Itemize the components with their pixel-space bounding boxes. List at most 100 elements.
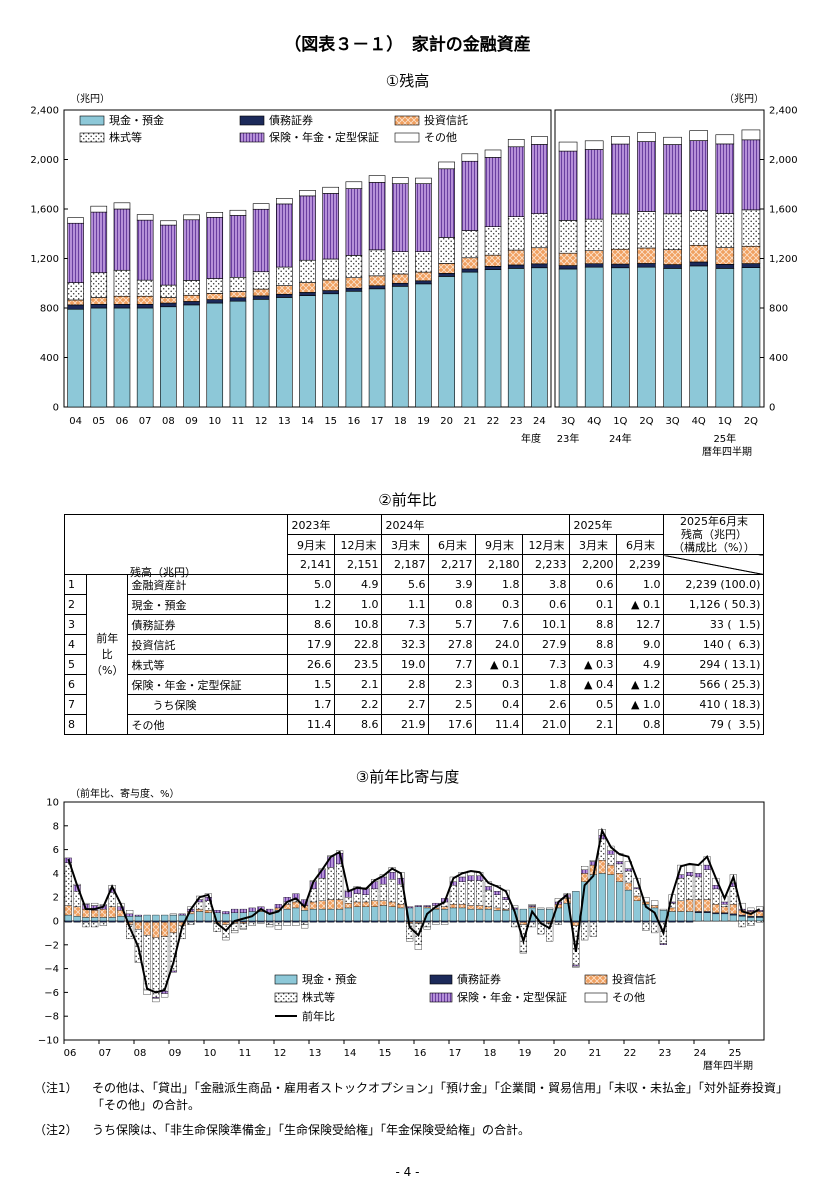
annual-x-tick: 21 <box>463 416 476 427</box>
y-tick-right: 1,600 <box>769 205 798 216</box>
legend-label-cash: 現金・預金 <box>109 113 164 127</box>
contribution-bar-insurance <box>581 869 589 874</box>
contribution-bar-equity <box>82 922 90 928</box>
contribution-bar-debt <box>624 920 632 923</box>
contribution-bar-debt <box>344 920 352 923</box>
contribution-bar-debt <box>222 920 230 923</box>
quarterly-x-tick: 4Q <box>692 416 706 427</box>
contribution-bar-cash <box>756 917 764 922</box>
annual-x-tick: 16 <box>348 416 361 427</box>
contribution-y-tick: −4 <box>44 964 59 975</box>
contribution-x-tick: 21 <box>589 1048 602 1059</box>
legend-swatch-debt <box>239 115 265 126</box>
contribution-bar-trust <box>607 864 615 875</box>
contribution-bar-other <box>572 966 580 968</box>
table-row: 5 株式等 26.6 23.5 19.0 7.7 ▲ 0.1 7.3 ▲ 0.3 4.9 294 (… <box>64 654 765 675</box>
contribution-legend-label-cash: 現金・預金 <box>302 972 357 986</box>
contribution-y-tick: 0 <box>53 917 59 928</box>
contribution-bar-equity <box>274 922 282 926</box>
contribution-bar-cash <box>283 908 291 922</box>
contribution-bar-debt <box>449 920 457 923</box>
contribution-legend-label-insurance: 保険・年金・定型保証 <box>457 990 567 1004</box>
contribution-bar-cash <box>712 913 720 922</box>
contribution-bar-debt <box>668 920 676 923</box>
contribution-bar-equity <box>423 922 431 928</box>
contribution-bar-other <box>283 922 291 926</box>
contribution-bar-equity <box>362 894 370 903</box>
contribution-y-tick: −10 <box>38 1036 59 1047</box>
annual-bar-other <box>276 198 293 205</box>
annual-bar-other <box>345 181 363 189</box>
contribution-bar-trust <box>467 905 475 910</box>
contribution-bar-equity <box>493 894 501 909</box>
contribution-bar-trust <box>581 873 589 882</box>
annual-bar-other <box>368 175 386 183</box>
contribution-x-tick: 12 <box>274 1048 287 1059</box>
contribution-bar-debt <box>143 920 151 923</box>
annual-bar-other <box>461 153 479 162</box>
quarterly-x-tick: 2Q <box>639 416 653 427</box>
contribution-bar-other <box>292 922 300 926</box>
contribution-bar-debt <box>642 920 650 923</box>
period-header: 6月末 <box>428 534 477 555</box>
contribution-bar-cash <box>458 907 466 922</box>
contribution-bar-cash <box>344 907 352 922</box>
value-cell: 2.1 <box>569 714 618 735</box>
contribution-bar-equity <box>712 888 720 905</box>
contribution-bar-trust <box>624 882 632 891</box>
contribution-bar-debt <box>633 920 641 923</box>
contribution-bar-cash <box>624 889 632 922</box>
contribution-bar-equity <box>747 920 755 926</box>
contribution-bar-other <box>406 938 414 942</box>
contribution-bar-debt <box>467 920 475 923</box>
row-label: 保険・年金・定型保証 <box>127 674 289 695</box>
contribution-bar-debt <box>616 920 624 923</box>
contribution-bar-cash <box>467 908 475 922</box>
contribution-bar-debt <box>589 920 597 923</box>
contribution-bar-other <box>659 908 667 911</box>
page-title: （図表３－１） 家計の金融資産 <box>284 35 531 55</box>
contribution-x-tick: 17 <box>449 1048 462 1059</box>
contribution-legend-label-trust: 投資信託 <box>612 972 656 986</box>
contribution-bar-debt <box>712 912 720 915</box>
contribution-y-tick: −2 <box>44 940 59 951</box>
contribution-bar-debt <box>108 920 116 923</box>
contribution-bar-cash <box>222 913 230 922</box>
contribution-bar-cash <box>152 914 160 922</box>
contribution-bar-debt <box>64 920 72 923</box>
contribution-bar-equity <box>449 885 457 905</box>
annual-bar-other <box>531 136 548 145</box>
period-header: 9月末 <box>287 534 336 555</box>
contribution-bar-debt <box>554 920 562 923</box>
contribution-bar-debt <box>371 920 379 923</box>
contribution-bar-cash <box>117 916 125 922</box>
contribution-bar-trust <box>441 906 449 910</box>
quarterly-bar-other <box>611 136 630 145</box>
contribution-x-tick: 06 <box>64 1048 77 1059</box>
contribution-bar-insurance <box>266 908 274 913</box>
contribution-x-label: 暦年四半期 <box>703 1059 753 1072</box>
contribution-bar-insurance <box>126 913 134 917</box>
contribution-bar-cash <box>432 908 440 922</box>
quarterly-x-tick: 1Q <box>613 416 627 427</box>
yoy-line <box>67 827 761 994</box>
note-2-label: （注2） <box>34 1123 78 1137</box>
contribution-bar-trust <box>73 906 81 917</box>
note-2-text: うち保険は、「非生命保険準備金」「生命保険受給権」「年金保険受給権」の合計。 <box>92 1123 531 1137</box>
legend-swatch-equity <box>79 132 105 143</box>
contribution-x-tick: 07 <box>99 1048 112 1059</box>
contribution-x-tick: 20 <box>554 1048 567 1059</box>
contribution-y-tick: 10 <box>46 798 59 809</box>
contribution-bar-debt <box>283 920 291 923</box>
contribution-bar-cash <box>379 905 387 922</box>
quarterly-bar-other <box>715 134 735 145</box>
contribution-bar-insurance <box>686 872 694 876</box>
y-label-right: （兆円） <box>724 93 764 105</box>
contribution-bar-insurance <box>423 905 431 907</box>
contribution-bar-debt <box>493 920 501 923</box>
contribution-bar-debt <box>239 920 247 923</box>
value-cell: ▲ 0.3 <box>569 654 618 675</box>
contribution-legend-swatch-equity <box>274 992 298 1003</box>
contribution-bar-trust <box>449 904 457 909</box>
contribution-bar-other <box>546 907 554 910</box>
